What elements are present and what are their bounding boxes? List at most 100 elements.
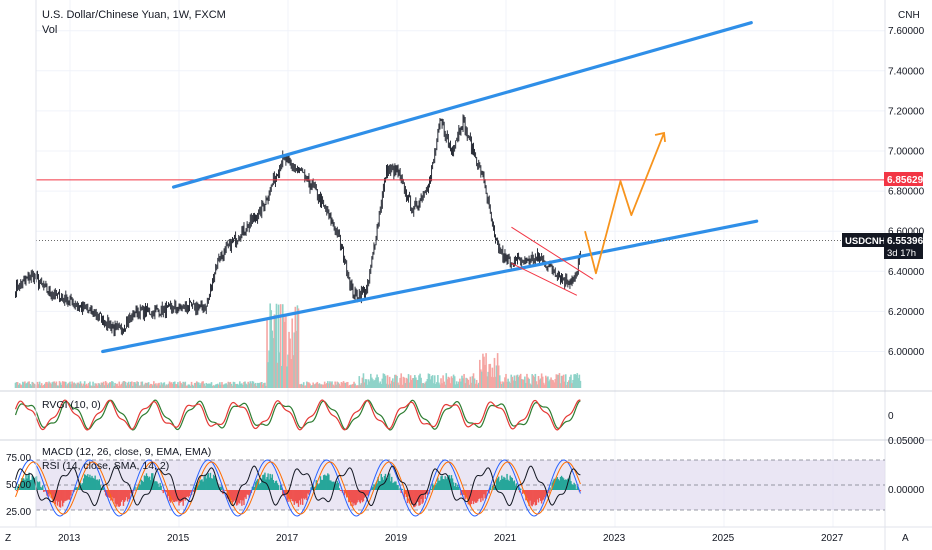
volume-bar xyxy=(99,384,102,388)
volume-bar xyxy=(371,377,373,388)
volume-bar xyxy=(302,382,305,388)
volume-bar xyxy=(575,374,578,388)
macd-bar xyxy=(342,490,345,491)
wedge-lower-line[interactable] xyxy=(511,262,578,296)
volume-bar xyxy=(165,384,168,388)
macd-bar xyxy=(122,490,125,506)
macd-bar xyxy=(304,490,306,500)
macd-bar xyxy=(160,485,162,490)
volume-bar xyxy=(276,362,279,388)
volume-bar xyxy=(498,375,501,388)
volume-bar xyxy=(316,381,319,388)
macd-bar xyxy=(513,480,516,490)
volume-bar xyxy=(524,376,526,388)
macd-bar xyxy=(335,483,337,490)
macd-bar xyxy=(575,489,577,490)
volume-bar xyxy=(36,381,39,388)
volume-bar xyxy=(478,359,481,388)
lower-channel-line[interactable] xyxy=(101,219,759,354)
volume-bar xyxy=(534,373,537,388)
volume-bar xyxy=(439,384,441,388)
macd-bar xyxy=(437,477,439,490)
macd-bar xyxy=(337,482,340,490)
volume-bar xyxy=(411,378,414,388)
time-axis-ticks[interactable]: 2013 2015 2017 2019 2021 2023 2025 2027 xyxy=(58,533,844,544)
macd-bar xyxy=(42,485,44,490)
volume-bar xyxy=(126,382,129,388)
volume-bar xyxy=(154,384,156,388)
volume-bar xyxy=(266,320,268,388)
volume-bar xyxy=(363,382,366,388)
macd-bar xyxy=(343,490,346,496)
volume-bar xyxy=(218,384,220,388)
macd-bar xyxy=(473,490,476,502)
volume-bar xyxy=(514,380,517,388)
volume-bar xyxy=(197,382,199,388)
macd-bar xyxy=(157,483,159,490)
macd-bar xyxy=(286,490,288,501)
macd-bar xyxy=(441,475,443,490)
zoom-button[interactable]: Z xyxy=(5,533,11,544)
macd-bar xyxy=(361,490,364,503)
macd-bar xyxy=(92,477,94,490)
volume-bar xyxy=(215,384,218,388)
volume-bar xyxy=(489,363,492,388)
volume-bar xyxy=(546,377,548,388)
volume-bar xyxy=(410,379,413,388)
macd-bar xyxy=(124,490,127,501)
volume-bar xyxy=(467,379,470,388)
volume-bar xyxy=(307,382,309,388)
volume-bar xyxy=(361,377,364,388)
macd-bar xyxy=(178,490,180,506)
volume-bar xyxy=(416,380,418,388)
volume-bar xyxy=(334,381,336,388)
macd-bar xyxy=(204,474,206,490)
macd-bar xyxy=(512,481,515,490)
resistance-price-marker xyxy=(884,172,923,186)
macd-bar xyxy=(401,488,403,490)
volume-bar xyxy=(335,384,338,388)
macd-bar xyxy=(558,480,561,490)
auto-scale-button[interactable]: A xyxy=(902,533,909,544)
volume-bar xyxy=(198,382,200,388)
macd-bar xyxy=(434,485,436,490)
macd-bar xyxy=(548,490,550,494)
volume-bar xyxy=(442,375,444,388)
volume-bar xyxy=(26,382,28,388)
macd-bar xyxy=(61,490,64,507)
volume-bar xyxy=(308,382,310,388)
volume-bar xyxy=(157,383,159,388)
volume-bar xyxy=(33,383,36,388)
volume-bar xyxy=(228,382,231,388)
macd-bar xyxy=(307,490,309,494)
wedge-upper-line[interactable] xyxy=(511,226,594,280)
volume-bar xyxy=(121,382,124,388)
forecast-path[interactable] xyxy=(584,132,665,275)
volume-bar xyxy=(393,382,395,388)
macd-bar xyxy=(364,490,367,497)
macd-bar xyxy=(518,490,521,493)
macd-bar xyxy=(358,490,360,502)
macd-bar xyxy=(387,473,390,490)
macd-bar xyxy=(562,478,565,490)
upper-channel-line[interactable] xyxy=(171,21,753,189)
volume-bar xyxy=(186,385,189,388)
macd-bar xyxy=(27,475,29,490)
macd-bar xyxy=(480,490,482,503)
macd-bar xyxy=(192,490,195,492)
volume-bar xyxy=(568,380,570,388)
rsi-levels xyxy=(36,459,885,511)
volume-bar xyxy=(274,314,277,388)
macd-bar xyxy=(69,490,71,500)
macd-lines xyxy=(15,459,581,517)
volume-bar xyxy=(560,375,563,388)
macd-bar xyxy=(146,475,149,490)
price-axis-ticks[interactable]: 7.60000 7.40000 7.20000 7.00000 6.80000 6.600… xyxy=(888,26,925,358)
volume-bar xyxy=(311,385,313,388)
price-tick-label: 6.60000 xyxy=(888,227,925,238)
macd-bar xyxy=(97,480,99,490)
macd-bar xyxy=(500,479,502,490)
volume-bar xyxy=(264,382,266,388)
volume-bar xyxy=(374,379,376,388)
macd-bar xyxy=(397,484,399,490)
